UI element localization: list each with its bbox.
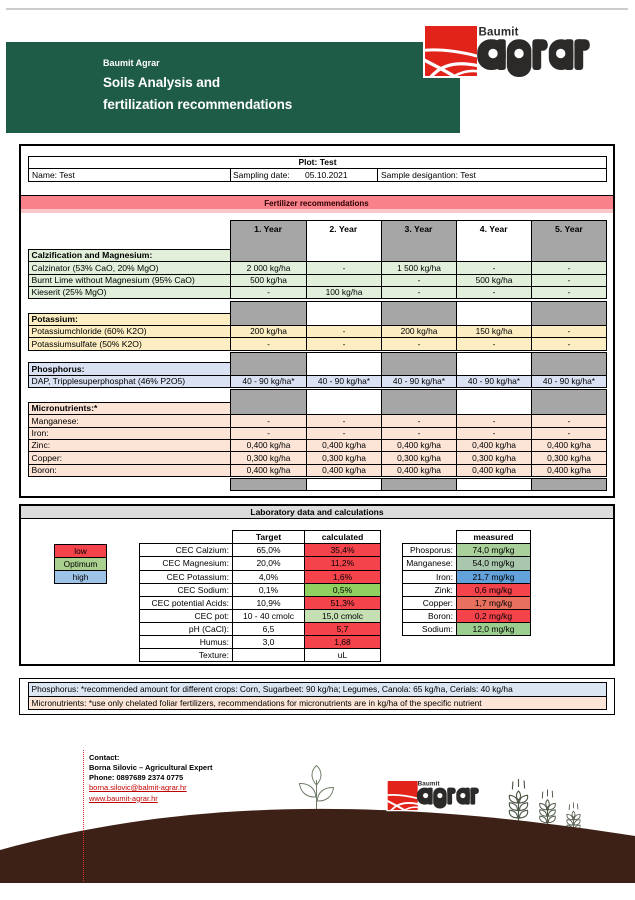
- svg-text:Baumit: Baumit: [418, 781, 441, 788]
- svg-text:Baumit: Baumit: [479, 26, 519, 38]
